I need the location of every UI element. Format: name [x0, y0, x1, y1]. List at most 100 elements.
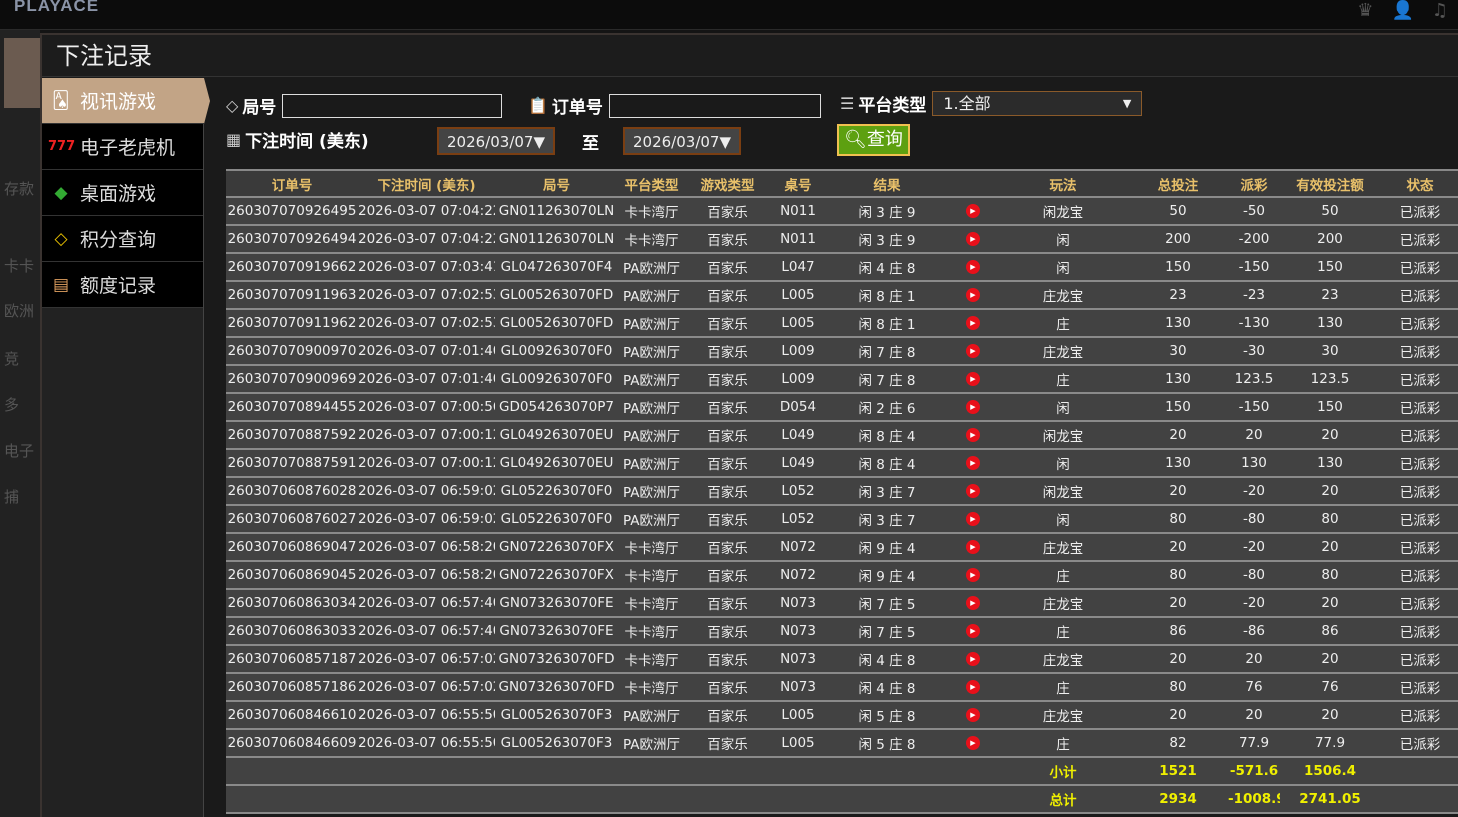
play-video-icon[interactable]: ▶ — [966, 512, 980, 526]
bet-time-cell: 2026-03-07 06:55:50 — [358, 729, 495, 758]
table-row: 260307060876028 2026-03-07 06:59:02 GL0522… — [226, 477, 1458, 506]
bg-label: 存款 — [4, 180, 35, 198]
sidebar-item-table-games[interactable]: ◆ 桌面游戏 — [42, 170, 203, 216]
document-icon: ▤ — [52, 274, 70, 295]
music-icon[interactable]: ♫ — [1431, 0, 1448, 21]
bet-time-cell: 2026-03-07 06:58:20 — [358, 561, 495, 590]
bet-type-cell: 庄 — [998, 729, 1128, 758]
play-video-icon[interactable]: ▶ — [966, 540, 980, 554]
play-video-icon[interactable]: ▶ — [966, 456, 980, 470]
order-input[interactable] — [608, 93, 821, 118]
bg-label: 电子 — [4, 442, 35, 460]
sidebar-item-live-games[interactable]: 🂡 视讯游戏 — [42, 78, 210, 124]
play-video-icon[interactable]: ▶ — [966, 288, 980, 302]
chevron-down-icon: ▼ — [1122, 97, 1132, 110]
table-row: 260307060846610 2026-03-07 06:55:50 GL0052… — [226, 701, 1458, 730]
replay-cell: ▶ — [948, 309, 998, 338]
replay-cell: ▶ — [948, 337, 998, 366]
search-icon: 🔍︎ — [844, 129, 867, 150]
sidebar-item-credit-records[interactable]: ▤ 额度记录 — [42, 262, 203, 308]
game-type-cell: 百家乐 — [685, 477, 770, 506]
cards-icon: 🂡 — [52, 90, 70, 111]
bet-time-cell: 2026-03-07 07:04:22 — [358, 197, 495, 226]
sidebar-item-points[interactable]: ◇ 积分查询 — [42, 216, 203, 262]
table-row: 260307060857186 2026-03-07 06:57:02 GN0732… — [226, 673, 1458, 702]
play-video-icon[interactable]: ▶ — [966, 344, 980, 358]
total-bet-cell: 86 — [1128, 617, 1228, 646]
replay-cell: ▶ — [948, 561, 998, 590]
empty-cell — [618, 757, 685, 786]
bet-type-cell: 闲 — [998, 393, 1128, 422]
valid-bet-cell: 23 — [1280, 281, 1380, 310]
date-from-picker[interactable]: 2026/03/07▼ — [437, 127, 556, 155]
bet-time-cell: 2026-03-07 07:02:53 — [358, 309, 495, 338]
empty-cell — [948, 757, 998, 786]
play-video-icon[interactable]: ▶ — [966, 596, 980, 610]
round-id-cell: GL009263070F0 — [495, 337, 618, 366]
subtotal-label: 小计 — [998, 757, 1128, 786]
platform-cell: PA欧洲厅 — [618, 309, 685, 338]
vip-icon[interactable]: ♛ — [1357, 0, 1374, 21]
payout-cell: -130 — [1228, 309, 1280, 338]
bet-time-cell: 2026-03-07 07:04:22 — [358, 225, 495, 254]
status-cell: 已派彩 — [1380, 253, 1458, 282]
play-video-icon[interactable]: ▶ — [966, 708, 980, 722]
play-video-icon[interactable]: ▶ — [966, 428, 980, 442]
empty-cell — [618, 785, 685, 814]
play-video-icon[interactable]: ▶ — [966, 568, 980, 582]
sidebar-item-slots[interactable]: 777 电子老虎机 — [42, 124, 203, 170]
payout-cell: -20 — [1228, 477, 1280, 506]
play-video-icon[interactable]: ▶ — [966, 400, 980, 414]
empty-cell — [826, 785, 948, 814]
table-row: 260307070911962 2026-03-07 07:02:53 GL0052… — [226, 309, 1458, 338]
total-bet-cell: 80 — [1128, 505, 1228, 534]
status-cell: 已派彩 — [1380, 281, 1458, 310]
table-no-cell: L052 — [770, 477, 826, 506]
game-type-cell: 百家乐 — [685, 421, 770, 450]
bet-type-cell: 庄 — [998, 309, 1128, 338]
table-no-cell: L049 — [770, 421, 826, 450]
column-header — [948, 169, 998, 198]
total-bet-cell: 80 — [1128, 561, 1228, 590]
platform-cell: PA欧洲厅 — [618, 729, 685, 758]
total-bet-cell: 150 — [1128, 393, 1228, 422]
order-id-cell: 260307060846609 — [226, 729, 358, 758]
platform-select[interactable]: 1.全部 ▼ — [932, 91, 1143, 116]
play-video-icon[interactable]: ▶ — [966, 484, 980, 498]
platform-cell: 卡卡湾厅 — [618, 197, 685, 226]
order-id-cell: 260307070900969 — [226, 365, 358, 394]
user-icon[interactable]: 👤 — [1391, 0, 1414, 21]
replay-cell: ▶ — [948, 533, 998, 562]
platform-selected: 1.全部 — [943, 94, 991, 113]
bet-time-cell: 2026-03-07 07:00:56 — [358, 393, 495, 422]
play-video-icon[interactable]: ▶ — [966, 232, 980, 246]
play-video-icon[interactable]: ▶ — [966, 260, 980, 274]
replay-cell: ▶ — [948, 197, 998, 226]
empty-cell — [826, 757, 948, 786]
background-lobby: 存款 卡卡 欧洲 竞 多 电子 捕 — [0, 30, 40, 817]
time-label: 下注时间 (美东) — [245, 132, 369, 152]
bet-type-cell: 闲 — [998, 225, 1128, 254]
replay-cell: ▶ — [948, 645, 998, 674]
play-video-icon[interactable]: ▶ — [966, 624, 980, 638]
play-video-icon[interactable]: ▶ — [966, 680, 980, 694]
round-input[interactable] — [282, 93, 503, 118]
play-video-icon[interactable]: ▶ — [966, 316, 980, 330]
platform-cell: 卡卡湾厅 — [618, 589, 685, 618]
search-button[interactable]: 🔍︎查询 — [837, 124, 910, 156]
play-video-icon[interactable]: ▶ — [966, 204, 980, 218]
platform-cell: PA欧洲厅 — [618, 477, 685, 506]
play-video-icon[interactable]: ▶ — [966, 736, 980, 750]
date-to-picker[interactable]: 2026/03/07▼ — [623, 127, 742, 155]
bet-type-cell: 庄 — [998, 617, 1128, 646]
platform-cell: PA欧洲厅 — [618, 421, 685, 450]
platform-cell: PA欧洲厅 — [618, 337, 685, 366]
column-header: 派彩 — [1228, 169, 1280, 198]
play-video-icon[interactable]: ▶ — [966, 652, 980, 666]
order-id-cell: 260307070926495 — [226, 197, 358, 226]
subtotal-valid: 1506.4 — [1280, 757, 1380, 786]
subtotal-payout: -571.6 — [1228, 757, 1280, 786]
status-cell: 已派彩 — [1380, 673, 1458, 702]
empty-cell — [770, 785, 826, 814]
play-video-icon[interactable]: ▶ — [966, 372, 980, 386]
